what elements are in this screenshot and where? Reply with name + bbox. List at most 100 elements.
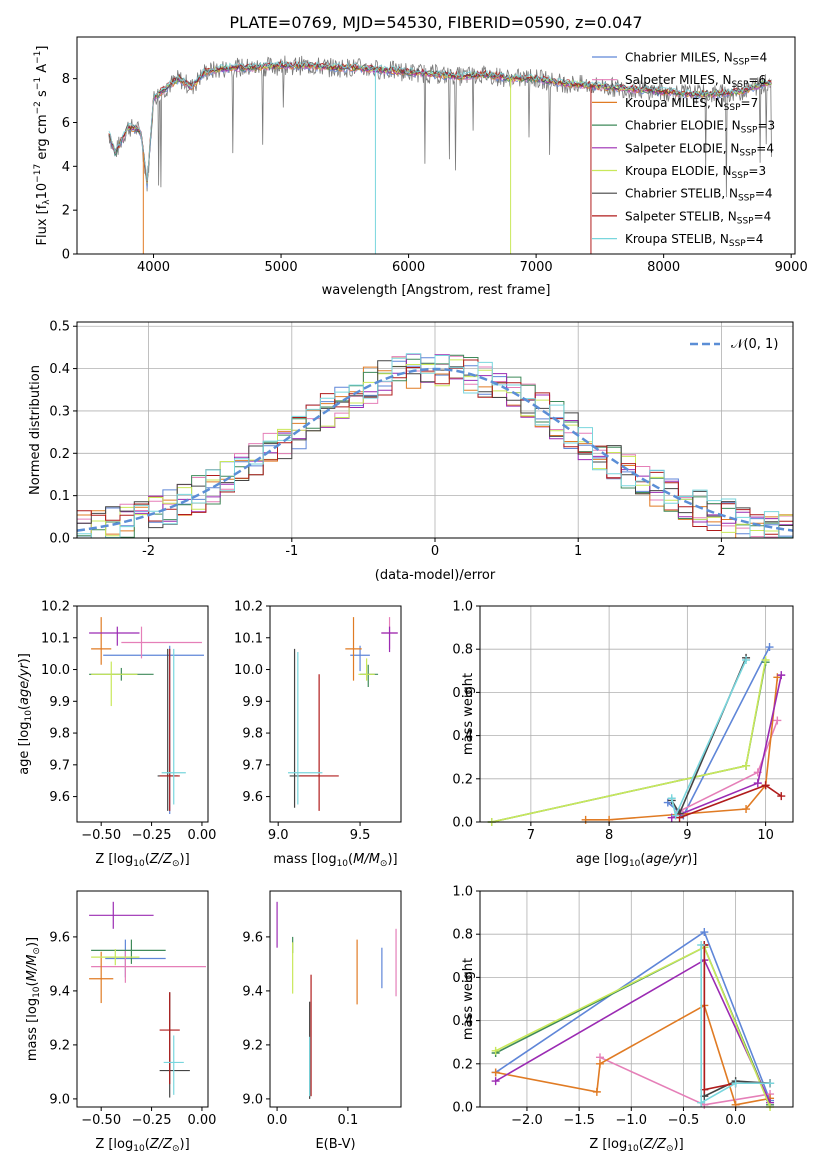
legend: Chabrier MILES, NSSP=4 Salpeter MILES, NS… [592, 51, 775, 249]
plot-area [89, 901, 206, 1098]
y-tick-label: 1.0 [452, 600, 473, 615]
y-tick-label: 9.6 [242, 790, 263, 805]
y-axis-label: mass weight [461, 673, 476, 755]
legend-label: Chabrier MILES, NSSP=4 [625, 51, 767, 68]
label-part: mass [log [273, 852, 336, 867]
y-axis-label: mass weight [461, 958, 476, 1040]
x-axis-label: age [log10(age/yr)] [576, 852, 698, 869]
x-tick-label: 0.00 [187, 1113, 216, 1128]
x-tick-label: 8000 [647, 260, 680, 275]
x-axis-label: Z [log10(Z/Z⊙)] [95, 852, 189, 869]
y-axis-label: Normed distribution [28, 365, 43, 495]
x-axis-label: Z [log10(Z/Z⊙)] [589, 1137, 683, 1154]
weight-marker [667, 794, 676, 803]
x-tick-label: −0.25 [132, 828, 172, 843]
errorbar-point [358, 658, 375, 681]
label-part: −2 [33, 101, 43, 114]
y-tick-label: 9.0 [242, 1092, 263, 1107]
y-tick-label: 10.2 [41, 600, 70, 615]
axes-frame [269, 890, 402, 1108]
y-tick-label: 9.0 [49, 1092, 70, 1107]
label-part: erg cm [35, 114, 50, 163]
label-part: M/M [353, 852, 380, 867]
normal-curve [76, 367, 794, 532]
plot-area [89, 617, 204, 815]
x-tick-label: 9 [683, 828, 691, 843]
errorbar-point [159, 992, 180, 1085]
y-tick-label: 9.9 [49, 695, 70, 710]
label-part: Z [log [589, 1137, 627, 1152]
weight-line [679, 720, 779, 812]
legend-label-part: Chabrier STELIB, N [625, 187, 738, 201]
label-part: ( [25, 981, 40, 986]
y-tick-label: 9.2 [242, 1038, 263, 1053]
x-tick-label: −0.5 [668, 1113, 700, 1128]
y-tick-label: 0.0 [49, 532, 70, 547]
y-tick-label: 10.0 [234, 663, 263, 678]
axes-frame [76, 890, 209, 1108]
weight-line [495, 930, 771, 1101]
label-part: M/M [25, 955, 40, 982]
y-tick-label: 0.4 [49, 362, 70, 377]
errorbar-point [289, 648, 320, 808]
x-tick-label: 7 [527, 828, 535, 843]
label-part: 10 [35, 183, 50, 200]
legend-label-part: =3 [748, 164, 766, 178]
weight-line [495, 1004, 771, 1106]
panel-mass_vs_Z: −0.50 −0.25 0.009.09.29.49.6Z [log10(Z/Z⊙)… [25, 890, 216, 1154]
label-part: ⊙ [172, 859, 180, 869]
errorbar-point [381, 626, 398, 653]
label-part: 10 [133, 1144, 145, 1154]
label-part: )] [180, 852, 190, 867]
label-part: Z/Z [643, 1137, 667, 1152]
label-part: ( [639, 1137, 644, 1152]
label-part: ( [348, 852, 353, 867]
y-axis-label: mass [log10(M/M⊙)] [25, 937, 42, 1061]
legend-label-part: =4 [755, 187, 773, 201]
legend-label: Chabrier ELODIE, NSSP=3 [625, 119, 775, 136]
errorbar-point [91, 950, 206, 983]
y-tick-label: 0.2 [452, 1057, 473, 1072]
y-tick-label: 10.2 [234, 600, 263, 615]
y-tick-label: 2 [62, 204, 70, 219]
legend-label-part: SSP [737, 216, 754, 226]
y-tick-label: 0.4 [452, 729, 473, 744]
label-part: Z/Z [149, 1137, 173, 1152]
x-tick-label: −0.50 [81, 828, 121, 843]
label-part: age/yr [17, 662, 32, 705]
weight-marker [697, 1098, 706, 1107]
label-part: )] [674, 1137, 684, 1152]
panel-residuals: -2 -1 0 1 2 0.0 0.1 0.2 0.3 0.4 0.5 (data-model)/er… [28, 320, 794, 583]
histogram-step [77, 353, 793, 539]
panel-age_vs_Z: −0.50 −0.25 0.00 9.6 9.7 9.8 9.9 10.0 10.1 10.2 Z … [17, 600, 216, 870]
legend-label: Chabrier STELIB, NSSP=4 [625, 187, 773, 204]
label-part: 10 [24, 710, 34, 722]
axes-frame [76, 36, 796, 255]
weight-series [491, 1001, 775, 1109]
legend-label-part: SSP [724, 103, 741, 113]
weight-line [671, 674, 783, 819]
label-part: s [35, 90, 50, 101]
label-part: )] [387, 852, 397, 867]
y-tick-label: 0.6 [452, 686, 473, 701]
errorbar-point [360, 664, 379, 687]
x-axis-label: (data-model)/error [375, 568, 496, 583]
weight-marker [731, 1079, 740, 1088]
errorbar-point [89, 626, 140, 646]
x-axis-label: E(B-V) [315, 1137, 355, 1152]
y-tick-label: 0 [62, 248, 70, 263]
weight-marker [742, 805, 751, 814]
panel-weight_vs_age: 7 8 9 10 0.0 0.2 0.4 0.6 0.8 1.0 mass weight age [l… [452, 600, 794, 869]
errorbar-point [121, 626, 202, 659]
y-tick-label: 0.2 [452, 772, 473, 787]
x-tick-label: −2.0 [511, 1113, 543, 1128]
legend-label-part: Kroupa STELIB, N [625, 232, 729, 246]
legend-label-part: =4 [750, 51, 768, 65]
errorbar-point [91, 949, 140, 966]
legend-label: Salpeter MILES, NSSP=6 [625, 73, 766, 90]
weight-marker [777, 792, 786, 801]
weight-marker [761, 656, 770, 664]
label-part: 10 [133, 859, 145, 869]
label-part: ⊙ [380, 859, 388, 869]
plot-area [491, 928, 775, 1111]
